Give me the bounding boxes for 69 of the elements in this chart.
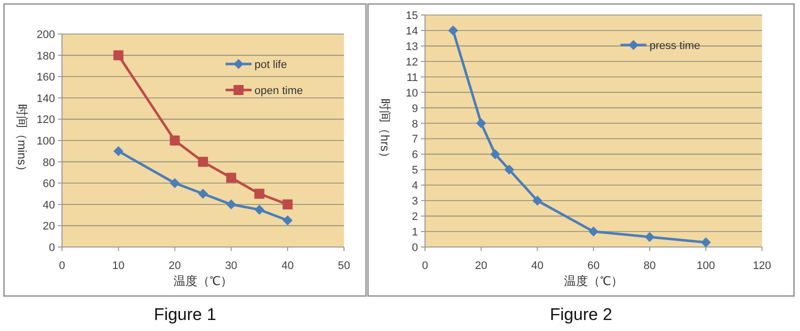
point xyxy=(113,50,124,60)
y-tick-label: 0 xyxy=(48,242,55,254)
y-tick-label: 140 xyxy=(36,92,55,105)
x-tick-label: 80 xyxy=(644,260,656,272)
point xyxy=(170,136,180,146)
point xyxy=(254,204,264,215)
y-tick-label: 12 xyxy=(406,56,418,68)
y-tick-label: 200 xyxy=(36,29,55,41)
point xyxy=(226,172,236,183)
y-tick-label: 60 xyxy=(42,178,55,190)
y-tick-label: 14 xyxy=(406,25,418,38)
y-tick-label: 11 xyxy=(406,72,418,84)
point xyxy=(490,149,500,160)
y-axis-title: 时间（mins） xyxy=(15,104,29,178)
x-tick-label: 0 xyxy=(422,260,428,272)
x-tick-label: 40 xyxy=(531,260,544,272)
point xyxy=(254,188,264,199)
y-axis-title: 时间（hrs） xyxy=(378,98,392,164)
caption: Figure 1 xyxy=(154,305,216,324)
point xyxy=(282,215,293,226)
legend-label: press time xyxy=(649,40,700,52)
x-tick-label: 20 xyxy=(168,260,181,272)
legend-label: open time xyxy=(254,85,303,97)
y-tick-label: 5 xyxy=(412,164,418,177)
x-tick-label: 20 xyxy=(475,260,488,272)
point xyxy=(282,199,293,210)
y-tick-label: 15 xyxy=(406,10,418,22)
y-tick-label: 6 xyxy=(412,149,418,162)
x-axis-title: 温度（℃） xyxy=(564,274,623,288)
x-tick-label: 100 xyxy=(696,260,716,272)
point xyxy=(448,25,458,36)
x-tick-label: 40 xyxy=(281,260,294,272)
point xyxy=(170,178,180,188)
x-tick-label: 30 xyxy=(225,260,238,272)
point xyxy=(198,188,208,199)
point xyxy=(226,199,236,210)
y-tick-label: 0 xyxy=(412,242,418,254)
legend-label: pot life xyxy=(254,59,287,71)
y-tick-label: 7 xyxy=(412,134,418,146)
point xyxy=(476,118,486,128)
y-tick-label: 180 xyxy=(36,50,55,62)
point xyxy=(504,164,514,175)
point xyxy=(198,156,208,167)
point xyxy=(532,196,542,206)
y-tick-label: 9 xyxy=(412,102,418,115)
y-tick-label: 20 xyxy=(42,220,55,233)
y-tick-label: 2 xyxy=(412,211,418,224)
y-tick-label: 100 xyxy=(36,136,55,148)
point xyxy=(700,237,711,248)
x-tick-label: 50 xyxy=(338,260,350,272)
x-tick-label: 10 xyxy=(112,260,125,272)
caption: Figure 2 xyxy=(550,305,612,324)
y-tick-label: 3 xyxy=(412,196,418,208)
y-tick-label: 4 xyxy=(412,180,418,192)
y-tick-label: 120 xyxy=(36,114,55,126)
y-tick-label: 1 xyxy=(412,226,418,239)
y-tick-label: 8 xyxy=(412,118,418,130)
x-tick-label: 60 xyxy=(587,260,600,272)
point xyxy=(644,232,655,242)
y-tick-label: 13 xyxy=(406,40,418,53)
y-tick-label: 10 xyxy=(406,87,418,100)
y-tick-label: 160 xyxy=(36,72,55,84)
x-axis-title: 温度（℃） xyxy=(174,274,232,288)
x-tick-label: 0 xyxy=(58,260,66,272)
point xyxy=(113,146,124,156)
point xyxy=(588,226,598,237)
x-tick-label: 120 xyxy=(752,260,772,272)
y-tick-label: 80 xyxy=(42,156,55,169)
y-tick-label: 40 xyxy=(42,199,55,212)
